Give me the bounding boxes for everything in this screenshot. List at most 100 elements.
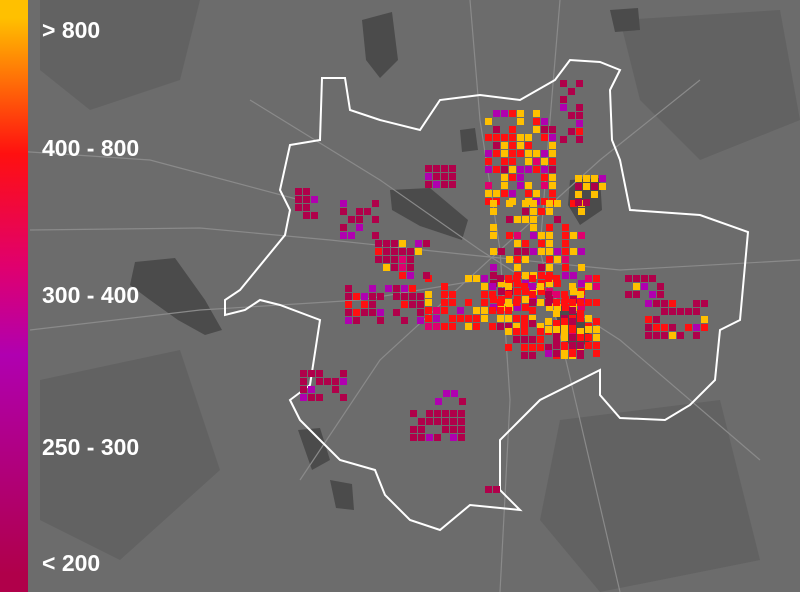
cell <box>575 183 582 190</box>
cell <box>522 248 529 255</box>
cell <box>505 291 512 298</box>
cell <box>393 309 400 316</box>
cell <box>513 315 520 322</box>
cell <box>577 342 584 349</box>
cell <box>450 426 457 433</box>
cell <box>473 315 480 322</box>
cell <box>521 336 528 343</box>
cell <box>553 350 560 357</box>
cell <box>458 434 465 441</box>
cell <box>585 326 592 333</box>
cell <box>497 275 504 282</box>
cell <box>569 326 576 333</box>
cell <box>517 110 524 117</box>
cell <box>425 323 432 330</box>
cell <box>409 293 416 300</box>
cell <box>529 320 536 327</box>
cell <box>517 118 524 125</box>
cell <box>669 324 676 331</box>
cell <box>554 280 561 287</box>
cell <box>533 150 540 157</box>
cell <box>554 248 561 255</box>
cell <box>441 181 448 188</box>
cell <box>538 264 545 271</box>
cell <box>529 352 536 359</box>
cell <box>473 323 480 330</box>
cell <box>585 299 592 306</box>
cell <box>450 434 457 441</box>
cell <box>569 299 576 306</box>
cell <box>570 200 577 207</box>
cell <box>677 332 684 339</box>
cell <box>553 342 560 349</box>
cell <box>669 332 676 339</box>
cell <box>562 272 569 279</box>
cell <box>498 280 505 287</box>
cell <box>493 134 500 141</box>
cell <box>361 301 368 308</box>
cell <box>591 191 598 198</box>
cell <box>383 240 390 247</box>
cell <box>340 394 347 401</box>
cell <box>433 323 440 330</box>
cell <box>433 181 440 188</box>
cell <box>583 183 590 190</box>
cell <box>561 299 568 306</box>
cell <box>546 304 553 311</box>
cell <box>399 272 406 279</box>
legend-color-bar <box>0 0 28 592</box>
cell <box>295 204 302 211</box>
cell <box>449 291 456 298</box>
cell <box>561 350 568 357</box>
cell <box>407 248 414 255</box>
cell <box>541 166 548 173</box>
cell <box>576 104 583 111</box>
cell <box>449 323 456 330</box>
cell <box>485 486 492 493</box>
cell <box>549 126 556 133</box>
cell <box>541 198 548 205</box>
cell <box>361 293 368 300</box>
cell <box>546 264 553 271</box>
cell <box>570 288 577 295</box>
cell <box>522 288 529 295</box>
cell <box>369 301 376 308</box>
cell <box>441 283 448 290</box>
cell <box>553 326 560 333</box>
cell <box>489 307 496 314</box>
terrain <box>40 0 800 592</box>
cell <box>417 301 424 308</box>
cell <box>481 315 488 322</box>
cell <box>514 256 521 263</box>
cell <box>653 332 660 339</box>
cell <box>383 248 390 255</box>
cell <box>418 434 425 441</box>
cell <box>525 166 532 173</box>
cell <box>425 173 432 180</box>
cell <box>553 310 560 317</box>
cell <box>377 317 384 324</box>
cell <box>391 264 398 271</box>
cell <box>514 240 521 247</box>
cell <box>554 256 561 263</box>
cell <box>591 183 598 190</box>
cell <box>425 299 432 306</box>
cell <box>693 324 700 331</box>
cell <box>541 174 548 181</box>
cell <box>549 150 556 157</box>
cell <box>661 308 668 315</box>
cell <box>513 275 520 282</box>
cell <box>393 285 400 292</box>
cell <box>401 285 408 292</box>
cell <box>599 175 606 182</box>
cell <box>562 304 569 311</box>
cell <box>576 128 583 135</box>
cell <box>546 280 553 287</box>
cell <box>489 291 496 298</box>
cell <box>441 291 448 298</box>
cell <box>391 240 398 247</box>
cell <box>546 248 553 255</box>
cell <box>399 264 406 271</box>
cell <box>458 418 465 425</box>
cell <box>560 104 567 111</box>
